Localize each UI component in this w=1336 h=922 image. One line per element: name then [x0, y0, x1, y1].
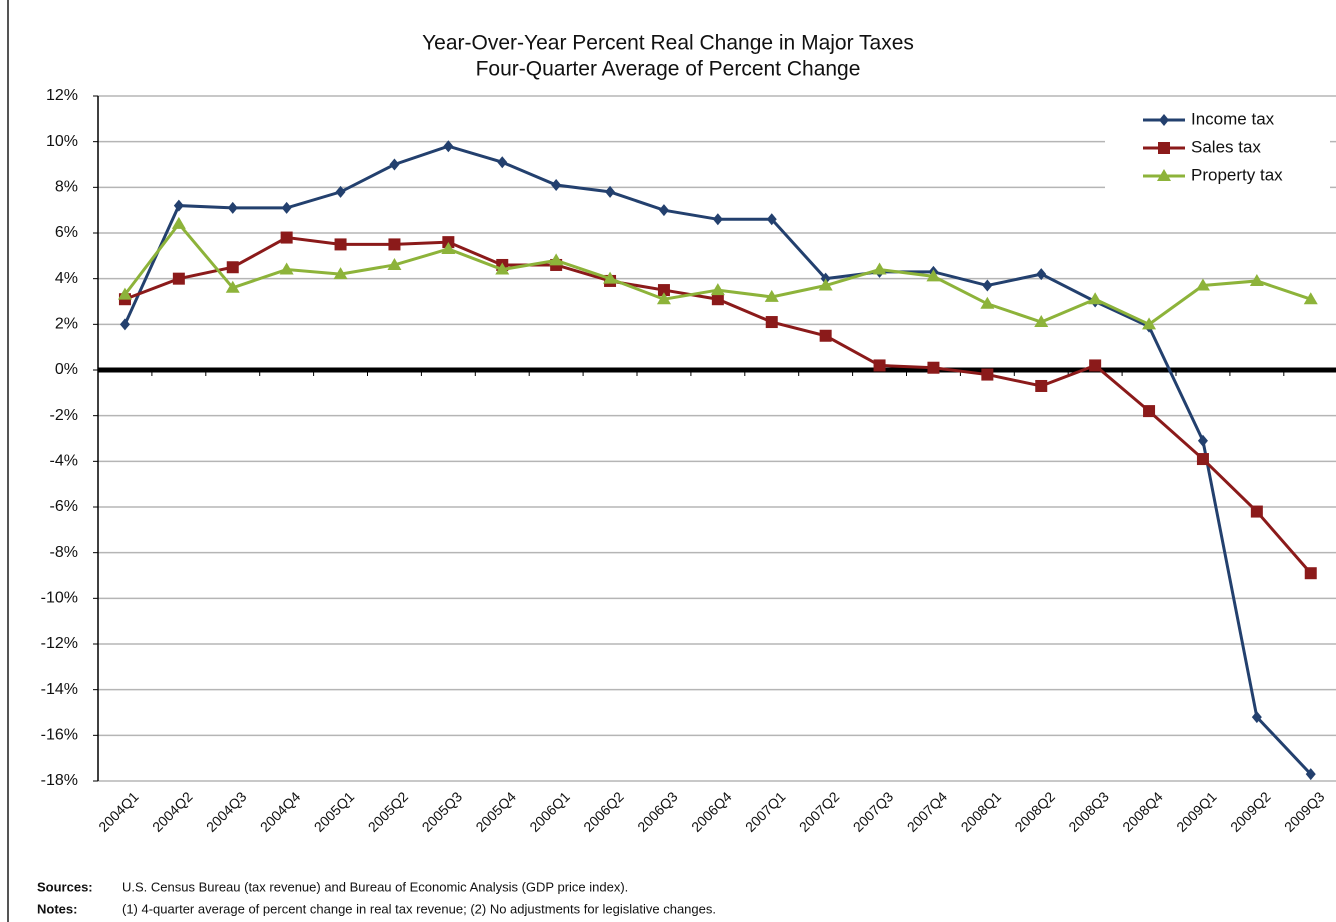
- marker: [1089, 359, 1102, 372]
- marker: [981, 368, 994, 381]
- marker: [764, 289, 779, 302]
- marker: [1250, 505, 1263, 518]
- marker: [1196, 453, 1209, 466]
- marker: [872, 262, 887, 275]
- marker: [388, 238, 401, 251]
- marker: [873, 359, 886, 372]
- y-tick-label: -4%: [50, 453, 78, 470]
- marker: [551, 179, 562, 192]
- marker: [281, 201, 292, 214]
- y-tick-label: 10%: [46, 133, 78, 150]
- marker: [1303, 292, 1318, 305]
- marker: [1249, 273, 1264, 286]
- marker: [711, 293, 724, 306]
- marker: [279, 262, 294, 275]
- y-tick-label: -18%: [41, 772, 78, 789]
- marker: [173, 199, 184, 212]
- marker: [171, 216, 186, 229]
- marker: [334, 238, 347, 251]
- marker: [1158, 142, 1170, 154]
- marker: [335, 185, 346, 198]
- y-tick-label: -16%: [41, 727, 78, 744]
- marker: [1159, 114, 1169, 126]
- marker: [980, 296, 995, 309]
- marker: [227, 201, 238, 214]
- marker: [712, 213, 723, 226]
- legend-label: Sales tax: [1191, 137, 1261, 156]
- marker: [333, 267, 348, 280]
- chart-title: Year-Over-Year Percent Real Change in Ma…: [422, 32, 914, 55]
- y-tick-label: -8%: [50, 544, 78, 561]
- marker: [1195, 278, 1210, 291]
- y-tick-label: -6%: [50, 498, 78, 515]
- marker: [818, 278, 833, 291]
- notes-label: Notes:: [37, 901, 77, 916]
- legend-box: [1105, 106, 1330, 190]
- marker: [119, 318, 130, 331]
- notes: (1) 4-quarter average of percent change …: [122, 901, 716, 916]
- y-tick-label: 0%: [55, 361, 78, 378]
- y-tick-label: -10%: [41, 590, 78, 607]
- marker: [389, 158, 400, 171]
- marker: [765, 316, 778, 329]
- marker: [605, 185, 616, 198]
- marker: [225, 280, 240, 293]
- marker: [1305, 768, 1316, 781]
- marker: [1142, 317, 1157, 330]
- marker: [1035, 379, 1048, 392]
- y-tick-label: -2%: [50, 407, 78, 424]
- y-tick-label: 12%: [46, 87, 78, 104]
- marker: [766, 213, 777, 226]
- marker: [658, 204, 669, 217]
- marker: [982, 279, 993, 292]
- marker: [1143, 405, 1156, 418]
- marker: [117, 287, 132, 300]
- marker: [1034, 315, 1049, 328]
- marker: [497, 156, 508, 169]
- marker: [657, 284, 670, 297]
- y-tick-label: -14%: [41, 681, 78, 698]
- sources-label: Sources:: [37, 879, 93, 894]
- marker: [387, 257, 402, 270]
- y-tick-label: 4%: [55, 270, 78, 287]
- marker: [172, 272, 185, 285]
- chart-subtitle: Four-Quarter Average of Percent Change: [476, 58, 861, 81]
- legend-label: Income tax: [1191, 109, 1275, 128]
- marker: [710, 283, 725, 296]
- y-tick-label: -12%: [41, 635, 78, 652]
- marker: [1157, 169, 1171, 181]
- legend-label: Property tax: [1191, 165, 1283, 184]
- marker: [603, 271, 618, 284]
- marker: [926, 269, 941, 282]
- marker: [1251, 711, 1262, 724]
- marker: [819, 329, 832, 342]
- marker: [1304, 567, 1317, 580]
- marker: [280, 231, 293, 244]
- marker: [927, 361, 940, 374]
- marker: [226, 261, 239, 274]
- marker: [549, 253, 564, 266]
- marker: [1088, 292, 1103, 305]
- y-tick-label: 8%: [55, 179, 78, 196]
- marker: [1197, 434, 1208, 447]
- marker: [656, 292, 671, 305]
- marker: [443, 140, 454, 153]
- y-tick-label: 6%: [55, 224, 78, 241]
- marker: [495, 262, 510, 275]
- y-tick-label: 2%: [55, 316, 78, 333]
- marker: [441, 241, 456, 254]
- marker: [1036, 268, 1047, 281]
- sources: U.S. Census Bureau (tax revenue) and Bur…: [122, 879, 628, 894]
